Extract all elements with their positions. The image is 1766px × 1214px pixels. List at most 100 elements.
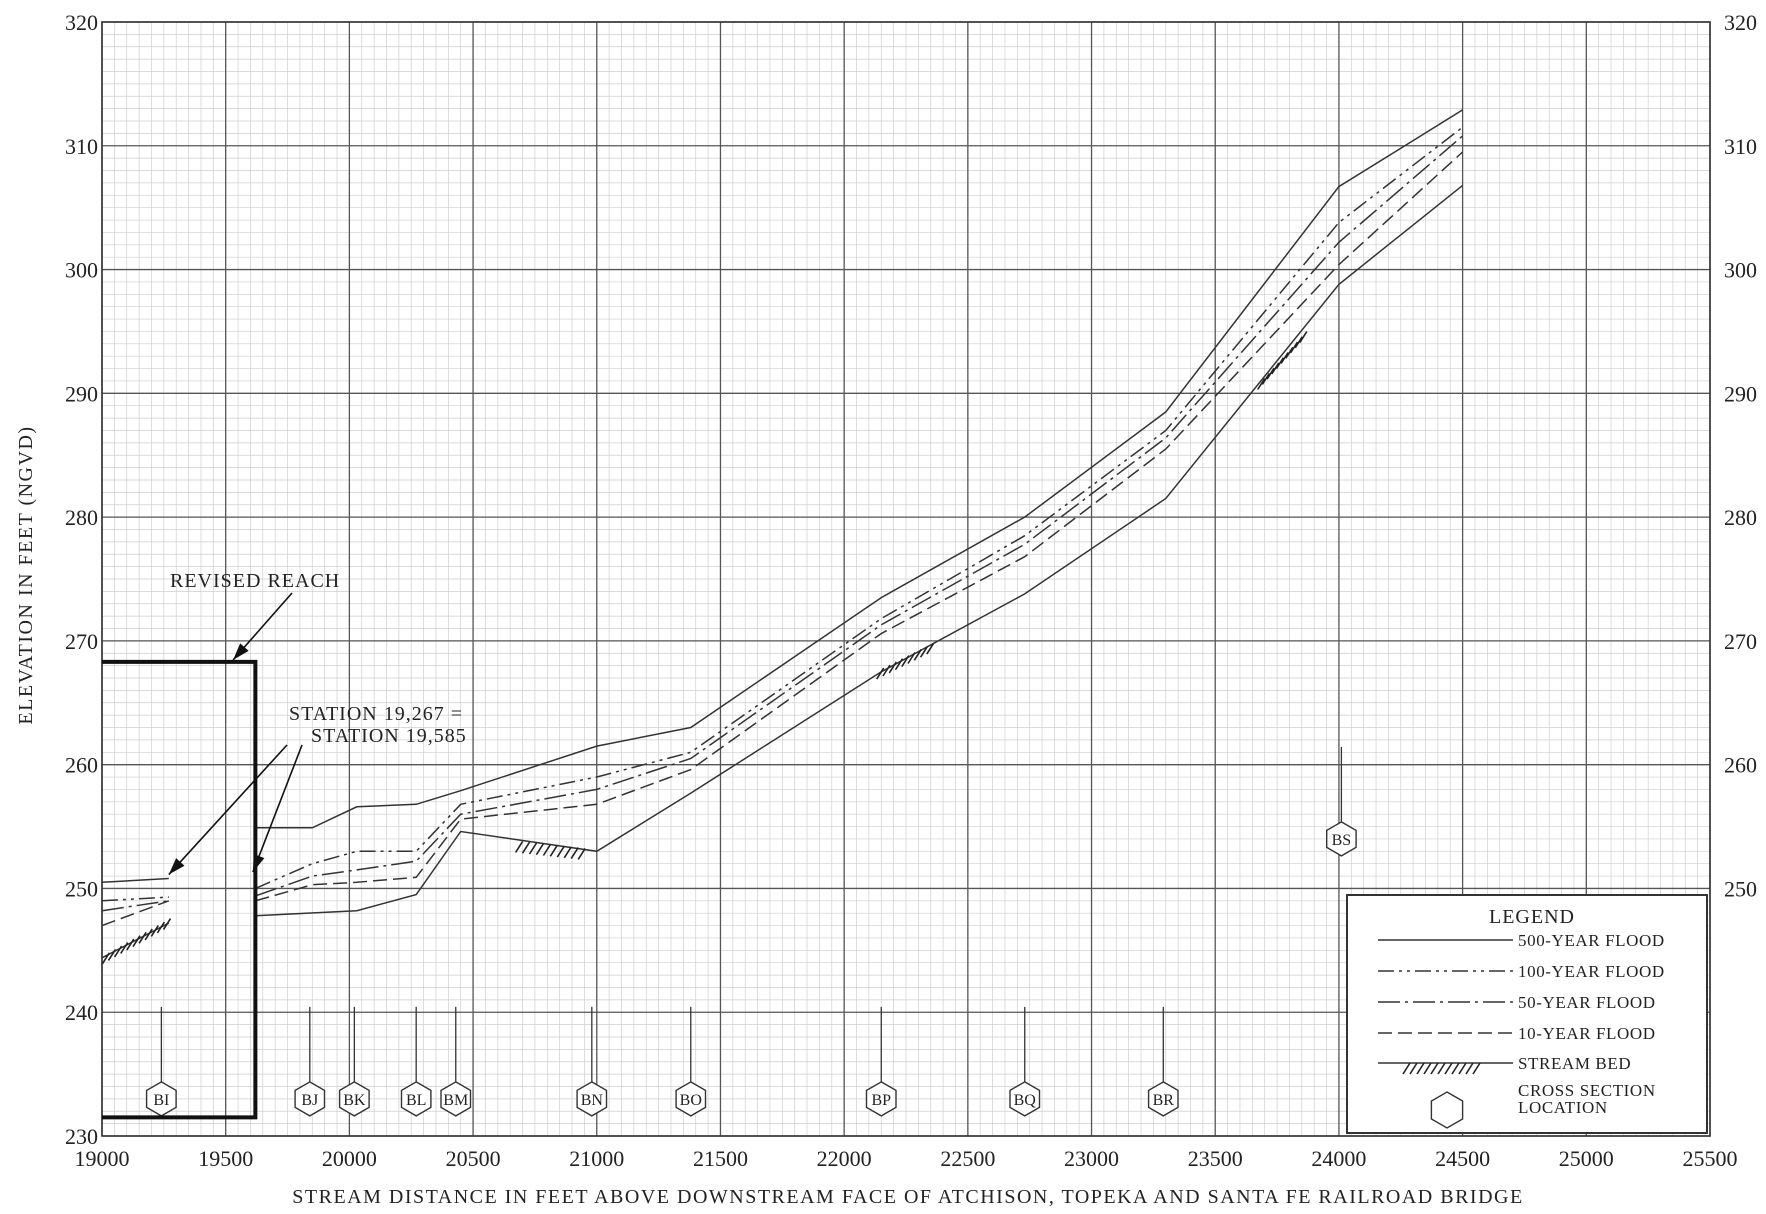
x-tick-label: 23500 [1188, 1146, 1243, 1171]
station-arrow-left [168, 744, 288, 876]
legend-label: STREAM BED [1518, 1054, 1631, 1073]
series-line [255, 151, 1464, 902]
cross-section-hexagon [1009, 1081, 1041, 1117]
cross-section-label: BQ [1014, 1092, 1037, 1109]
legend-title: LEGEND [1489, 906, 1575, 928]
y-tick-label-left: 260 [65, 753, 98, 778]
revised-reach-label: REVISED REACH [170, 570, 340, 592]
x-tick-label: 25000 [1559, 1146, 1614, 1171]
x-tick-label: 25500 [1683, 1146, 1738, 1171]
cross-section-hexagon [1147, 1081, 1179, 1117]
y-tick-label-left: 320 [65, 10, 98, 35]
x-tick-label: 22000 [817, 1146, 872, 1171]
station-label-line-2: STATION 19,585 [311, 725, 467, 747]
stream-bed-hatch-mark [514, 840, 586, 860]
x-axis-title: STREAM DISTANCE IN FEET ABOVE DOWNSTREAM… [292, 1186, 1523, 1208]
cross-section-label: BP [871, 1092, 891, 1109]
revised-reach-arrow-head [233, 643, 249, 660]
cross-section-hexagon [576, 1081, 608, 1117]
y-tick-label-right: 270 [1724, 629, 1757, 654]
x-tick-label: 24000 [1311, 1146, 1366, 1171]
x-tick-label: 19000 [75, 1146, 130, 1171]
major-grid [101, 21, 1711, 1137]
cross-section-label: BS [1332, 832, 1352, 849]
cross-section-label: BI [153, 1092, 169, 1109]
x-tick-label: 19500 [198, 1146, 253, 1171]
legend: LEGEND 500-YEAR FLOOD 100-YEAR FLOOD 50-YE… [1346, 894, 1708, 1134]
y-tick-label-left: 280 [65, 505, 98, 530]
y-tick-labels-left: 230 240 250 260 270 280 290 300 310 320 [65, 10, 98, 1149]
stream-bed-hatch-mark [876, 642, 935, 680]
series-line [101, 896, 169, 902]
station-label-line-1: STATION 19,267 = [289, 703, 463, 725]
stream-bed-hatch-mark [101, 918, 172, 965]
cross-section-label: BM [443, 1092, 468, 1109]
cross-section-hexagon [294, 1081, 326, 1117]
series-line [101, 877, 169, 884]
annotation-arrows [168, 592, 303, 876]
y-tick-label-left: 230 [65, 1124, 98, 1149]
legend-box [1346, 894, 1708, 1134]
cross-section-label: BN [581, 1092, 604, 1109]
y-tick-label-left: 250 [65, 876, 98, 901]
revised-reach-outline [102, 659, 258, 1120]
y-tick-label-left: 300 [65, 258, 98, 283]
series-line [255, 135, 1464, 897]
cross-section-label: BR [1153, 1092, 1175, 1109]
series-line [255, 184, 1464, 917]
x-tick-label: 20000 [322, 1146, 377, 1171]
series-line [255, 126, 1464, 890]
cross-section-label: BL [406, 1092, 426, 1109]
cross-section-label: BO [680, 1092, 702, 1109]
cross-section-hexagon [865, 1081, 897, 1117]
x-tick-label: 20500 [446, 1146, 501, 1171]
cross-section-hexagon [440, 1081, 472, 1117]
cross-section-label: BK [343, 1092, 366, 1109]
series-line [101, 900, 170, 927]
y-tick-label-left: 240 [65, 1000, 98, 1025]
stream-bed-hatch-mark [1257, 331, 1308, 390]
legend-items: 500-YEAR FLOOD 100-YEAR FLOOD 50-YEAR FLOO… [1378, 931, 1665, 1129]
y-axis-title: ELEVATION IN FEET (NGVD) [15, 425, 37, 724]
y-tick-label-right: 260 [1724, 753, 1757, 778]
legend-label: CROSS SECTION [1518, 1081, 1656, 1100]
cross-section-markers: BI BJ BK BL BM BN BO BP BQ BR BS [145, 746, 1357, 1117]
x-tick-label: 23000 [1064, 1146, 1119, 1171]
plot-frame [101, 21, 1711, 1137]
y-tick-label-right: 320 [1724, 10, 1757, 35]
y-tick-label-right: 290 [1724, 381, 1757, 406]
y-tick-labels-right: 250 260 270 280 290 300 310 320 [1724, 10, 1757, 901]
cross-section-label: BJ [301, 1092, 318, 1109]
y-tick-label-left: 290 [65, 381, 98, 406]
y-tick-label-right: 250 [1724, 876, 1757, 901]
x-tick-label: 24500 [1435, 1146, 1490, 1171]
y-tick-label-left: 310 [65, 134, 98, 159]
legend-hexagon-symbol [1430, 1091, 1464, 1129]
legend-label: 100-YEAR FLOOD [1518, 962, 1665, 981]
station-arrow-right [252, 744, 303, 873]
revised-reach-box [102, 659, 258, 1120]
cross-section-hexagon [338, 1081, 370, 1117]
x-tick-label: 21500 [693, 1146, 748, 1171]
minor-grid [102, 22, 1710, 1136]
stream-bed-hatching [101, 331, 1308, 965]
legend-label: 500-YEAR FLOOD [1518, 931, 1665, 950]
legend-label: LOCATION [1518, 1098, 1608, 1117]
y-tick-label-right: 280 [1724, 505, 1757, 530]
y-tick-label-right: 300 [1724, 258, 1757, 283]
series-line [101, 922, 170, 959]
x-tick-label: 21000 [569, 1146, 624, 1171]
legend-hatch-symbol [1402, 1062, 1481, 1075]
legend-label: 50-YEAR FLOOD [1518, 993, 1656, 1012]
y-tick-label-right: 310 [1724, 134, 1757, 159]
cross-section-hexagon [400, 1081, 432, 1117]
series-line [255, 109, 1463, 829]
station-arrow-right-head [252, 854, 265, 873]
x-tick-labels: 19000 19500 20000 20500 21000 21500 22000 22500… [75, 1146, 1738, 1171]
series-line [101, 900, 169, 912]
cross-section-hexagon [675, 1081, 707, 1117]
station-arrow-left-head [168, 858, 185, 875]
cross-section-hexagon [1325, 821, 1357, 857]
legend-label: 10-YEAR FLOOD [1518, 1024, 1656, 1043]
